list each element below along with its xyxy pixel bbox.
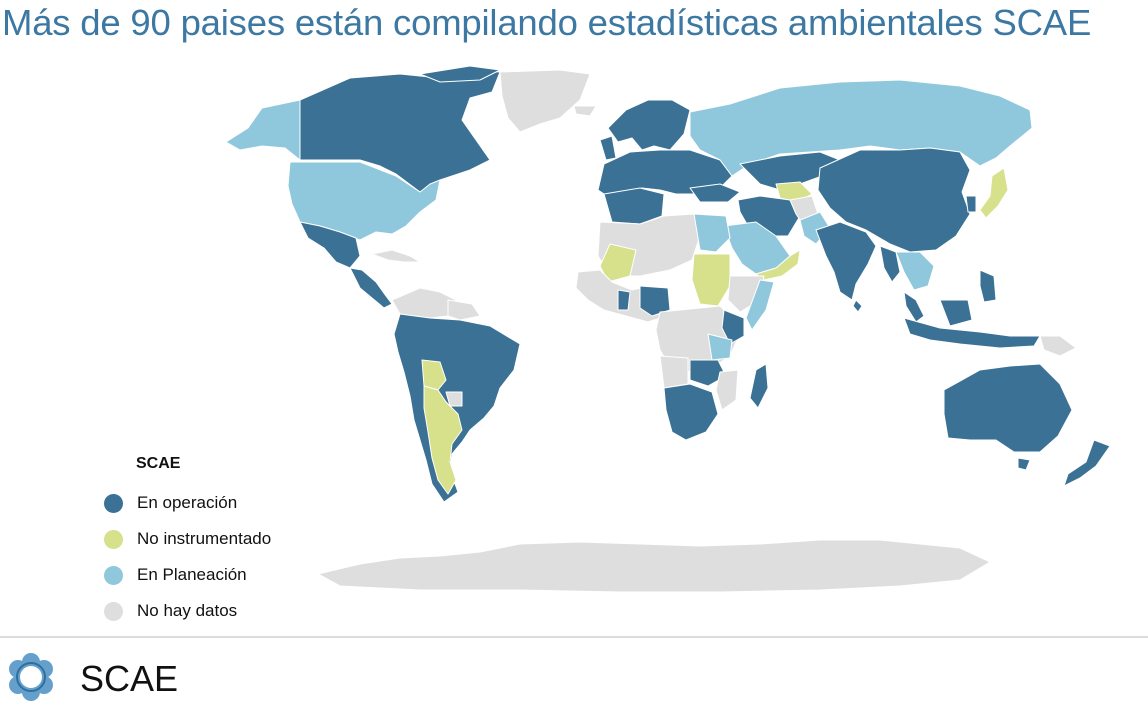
region-central-america xyxy=(349,267,393,309)
region-zambia xyxy=(689,359,727,387)
legend-item-no-instrumentado: No instrumentado xyxy=(104,521,271,557)
region-usa xyxy=(287,161,441,241)
region-madagascar xyxy=(749,363,769,409)
region-srilanka xyxy=(852,299,863,313)
region-morocco-algeria xyxy=(603,187,665,225)
footer-divider xyxy=(0,636,1148,638)
footer-brand: SCAE xyxy=(80,658,179,699)
legend-item-en-planeacion: En Planeación xyxy=(104,557,271,593)
region-paraguay xyxy=(445,391,463,407)
region-yemen-oman xyxy=(755,249,801,281)
region-mozambique xyxy=(715,369,739,411)
region-new-zealand xyxy=(1063,439,1111,487)
legend-label: En Planeación xyxy=(137,565,247,584)
region-japan xyxy=(979,167,1009,219)
region-antarctica xyxy=(317,539,991,593)
region-egypt xyxy=(693,213,731,253)
map-legend: SCAE En operación No instrumentado En Pl… xyxy=(104,455,271,629)
region-myanmar xyxy=(879,245,901,283)
legend-swatch xyxy=(104,493,123,513)
region-mexico xyxy=(299,221,361,269)
region-guianas xyxy=(447,299,481,321)
region-south-america xyxy=(393,313,521,503)
legend-swatch xyxy=(104,529,123,549)
legend-label: No instrumentado xyxy=(137,529,272,548)
region-mali xyxy=(599,243,637,283)
region-sudan xyxy=(691,253,731,307)
region-ghana xyxy=(617,289,631,311)
region-indochina xyxy=(895,251,935,291)
region-kenya xyxy=(721,309,745,345)
region-greenland xyxy=(499,69,591,133)
scae-flower-logo-icon xyxy=(9,653,53,701)
world-map xyxy=(225,65,1111,593)
page-title: Más de 90 paises están compilando estadí… xyxy=(2,2,1092,43)
region-korea xyxy=(965,195,977,213)
region-colombia-venez xyxy=(391,287,457,319)
region-alaska xyxy=(225,99,301,161)
region-caribbean xyxy=(371,249,421,263)
region-png xyxy=(1039,335,1077,357)
region-australia xyxy=(943,363,1073,453)
region-angola xyxy=(659,355,689,389)
legend-item-en-operacion: En operación xyxy=(104,485,271,521)
region-philippines xyxy=(979,269,997,303)
region-iceland xyxy=(573,105,597,117)
region-india xyxy=(815,221,877,301)
region-indonesia xyxy=(903,317,1041,349)
region-argentina xyxy=(423,385,463,495)
legend-title: SCAE xyxy=(136,455,181,472)
legend-swatch xyxy=(104,565,123,585)
region-bolivia xyxy=(421,359,447,391)
legend-label: En operación xyxy=(137,493,238,512)
region-scandinavia xyxy=(607,99,691,151)
region-canada-islands xyxy=(419,65,501,83)
region-tanzania xyxy=(707,333,733,361)
region-borneo xyxy=(939,299,973,327)
region-turkey xyxy=(689,183,741,203)
legend-swatch xyxy=(104,601,123,621)
legend-item-no-hay-datos: No hay datos xyxy=(104,593,271,629)
region-tasmania xyxy=(1017,457,1031,471)
legend-label: No hay datos xyxy=(137,601,238,620)
region-uk xyxy=(599,135,617,161)
region-malaysia xyxy=(903,291,925,323)
region-china xyxy=(817,147,971,253)
region-somalia xyxy=(745,279,775,331)
region-southern-africa xyxy=(663,383,719,441)
